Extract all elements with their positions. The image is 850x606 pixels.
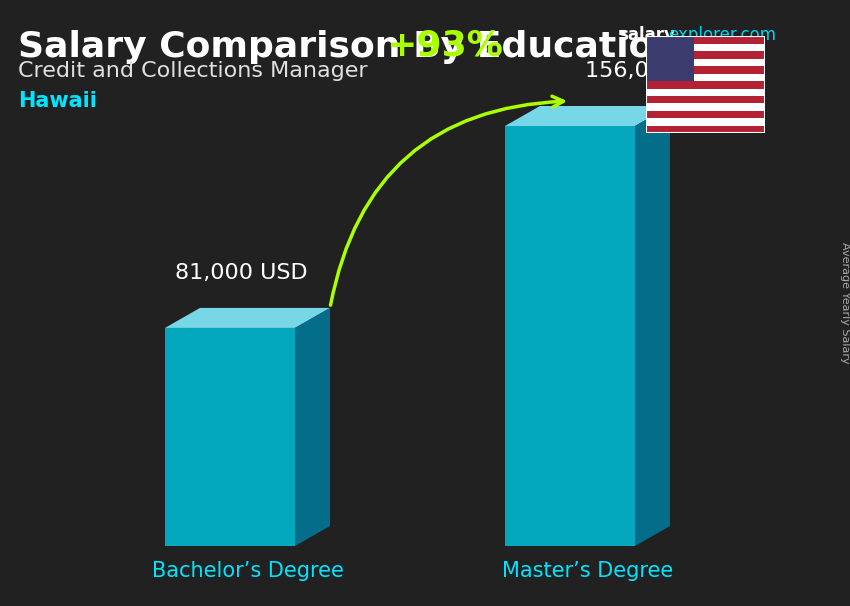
Bar (646, 74, 765, 81)
Bar (646, 59, 765, 66)
Text: explorer.com: explorer.com (668, 26, 776, 44)
Bar (646, 81, 765, 88)
Bar (646, 111, 765, 118)
Text: Credit and Collections Manager: Credit and Collections Manager (18, 61, 367, 81)
Bar (646, 104, 765, 111)
Text: +93%: +93% (387, 29, 503, 63)
Bar (646, 36, 765, 44)
Bar (646, 126, 765, 133)
Text: 156,000 USD: 156,000 USD (585, 61, 732, 81)
Bar (646, 96, 765, 104)
Polygon shape (295, 308, 330, 546)
Polygon shape (165, 308, 330, 328)
Text: Hawaii: Hawaii (18, 91, 97, 111)
Bar (505, 126, 635, 546)
Bar (646, 88, 765, 96)
Bar (646, 36, 694, 81)
Text: Average Yearly Salary: Average Yearly Salary (840, 242, 850, 364)
Polygon shape (505, 106, 670, 126)
Text: salary: salary (618, 26, 675, 44)
Bar (646, 52, 765, 59)
Polygon shape (635, 106, 670, 546)
Text: Bachelor’s Degree: Bachelor’s Degree (151, 561, 343, 581)
Text: 81,000 USD: 81,000 USD (175, 263, 308, 283)
Bar (165, 328, 295, 546)
Bar (646, 118, 765, 126)
Bar (646, 66, 765, 74)
Text: Master’s Degree: Master’s Degree (502, 561, 673, 581)
Bar (646, 44, 765, 52)
Text: Salary Comparison By Education: Salary Comparison By Education (18, 30, 679, 64)
